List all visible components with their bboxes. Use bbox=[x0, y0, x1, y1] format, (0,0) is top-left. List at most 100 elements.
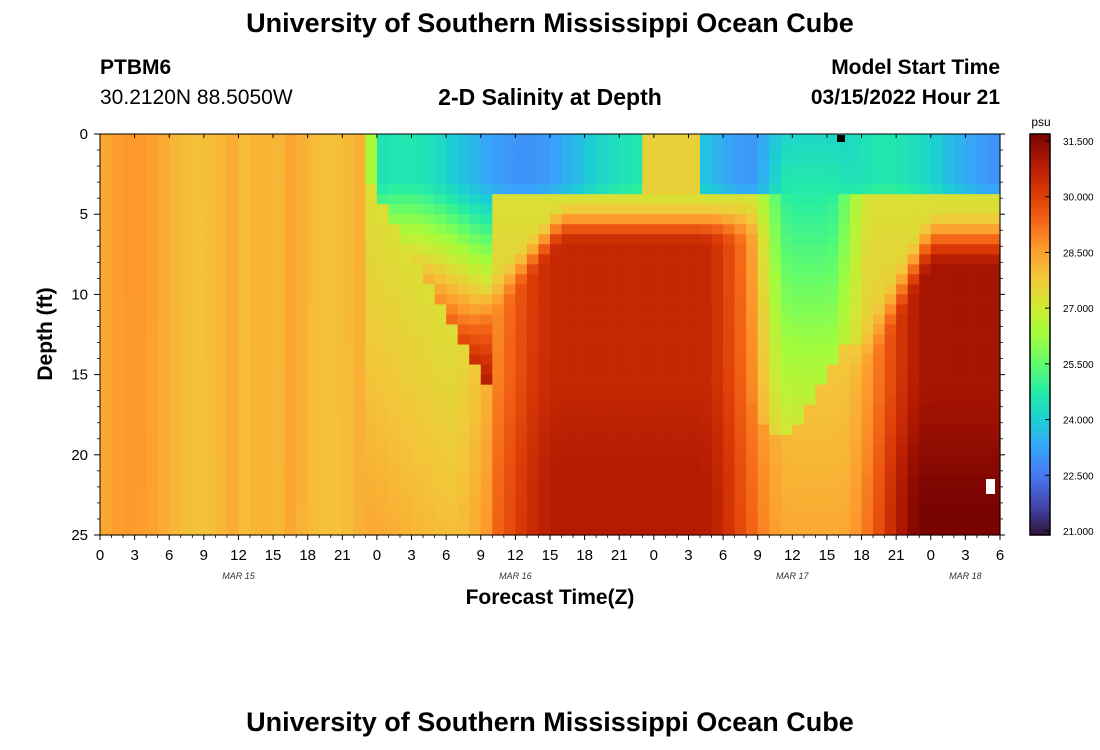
heatmap-cell bbox=[665, 154, 678, 165]
heatmap-cell bbox=[250, 524, 263, 536]
heatmap-cell bbox=[411, 134, 424, 145]
heatmap-cell bbox=[273, 234, 286, 245]
heatmap-cell bbox=[215, 284, 228, 295]
heatmap-cell bbox=[457, 474, 470, 486]
heatmap-cell bbox=[261, 154, 274, 165]
heatmap-cell bbox=[526, 264, 540, 275]
heatmap-cell bbox=[700, 484, 713, 496]
heatmap-cell bbox=[861, 134, 874, 145]
heatmap-cell bbox=[226, 334, 240, 346]
heatmap-cell bbox=[480, 444, 493, 456]
heatmap-cell bbox=[665, 394, 678, 406]
heatmap-cell bbox=[157, 514, 170, 526]
heatmap-cell bbox=[619, 194, 632, 205]
heatmap-cell bbox=[711, 524, 724, 536]
heatmap-cell bbox=[284, 494, 297, 506]
heatmap-cell bbox=[607, 354, 620, 366]
heatmap-cell bbox=[723, 414, 736, 426]
heatmap-cell bbox=[388, 234, 401, 245]
heatmap-cell bbox=[826, 234, 840, 245]
heatmap-cell bbox=[261, 474, 274, 486]
heatmap-cell bbox=[215, 474, 228, 486]
heatmap-cell bbox=[907, 154, 920, 165]
heatmap-cell bbox=[757, 344, 770, 356]
heatmap-cell bbox=[492, 414, 505, 426]
heatmap-cell bbox=[907, 274, 920, 285]
heatmap-cell bbox=[988, 134, 1001, 145]
heatmap-cell bbox=[976, 444, 990, 456]
heatmap-cell bbox=[146, 444, 159, 456]
heatmap-cell bbox=[850, 234, 863, 245]
heatmap-cell bbox=[642, 294, 655, 306]
heatmap-cell bbox=[653, 234, 666, 245]
heatmap-cell bbox=[284, 504, 297, 516]
heatmap-cell bbox=[665, 274, 678, 285]
heatmap-cell bbox=[250, 154, 263, 165]
heatmap-cell bbox=[134, 324, 147, 336]
heatmap-cell bbox=[988, 214, 1001, 225]
heatmap-cell bbox=[307, 244, 320, 255]
heatmap-cell bbox=[769, 144, 782, 155]
heatmap-cell bbox=[284, 524, 297, 536]
heatmap-cell bbox=[238, 314, 251, 326]
heatmap-cell bbox=[861, 344, 874, 356]
heatmap-cell bbox=[919, 474, 932, 486]
heatmap-cell bbox=[942, 474, 955, 486]
heatmap-cell bbox=[884, 214, 897, 225]
heatmap-cell bbox=[653, 524, 666, 536]
heatmap-cell bbox=[815, 184, 828, 195]
heatmap-cell bbox=[746, 274, 759, 285]
heatmap-cell bbox=[503, 344, 516, 356]
heatmap-cell bbox=[550, 304, 563, 316]
heatmap-cell bbox=[215, 204, 228, 215]
heatmap-cell bbox=[688, 464, 701, 476]
heatmap-cell bbox=[388, 264, 401, 275]
heatmap-cell bbox=[780, 504, 793, 516]
heatmap-cell bbox=[353, 224, 366, 235]
heatmap-cell bbox=[411, 514, 424, 526]
heatmap-cell bbox=[388, 394, 401, 406]
heatmap-cell bbox=[573, 264, 586, 275]
heatmap-cell bbox=[434, 444, 447, 456]
heatmap-cell bbox=[873, 284, 886, 295]
heatmap-cell bbox=[400, 504, 413, 516]
heatmap-cell bbox=[700, 224, 713, 235]
heatmap-cell bbox=[134, 144, 147, 155]
heatmap-cell bbox=[919, 384, 932, 396]
heatmap-cell bbox=[723, 454, 736, 466]
heatmap-cell bbox=[976, 294, 990, 306]
heatmap-cell bbox=[838, 254, 851, 265]
colorbar-tick-label: 30.000 bbox=[1063, 193, 1094, 204]
heatmap-cell bbox=[526, 324, 540, 336]
heatmap-cell bbox=[757, 284, 770, 295]
heatmap-cell bbox=[480, 344, 493, 356]
heatmap-cell bbox=[446, 354, 459, 366]
heatmap-cell bbox=[757, 474, 770, 486]
heatmap-cell bbox=[273, 164, 286, 175]
heatmap-cell bbox=[469, 384, 482, 396]
heatmap-cell bbox=[711, 454, 724, 466]
heatmap-cell bbox=[884, 384, 897, 396]
heatmap-cell bbox=[734, 304, 747, 316]
heatmap-cell bbox=[930, 174, 943, 185]
y-tick-label: 0 bbox=[80, 126, 88, 143]
heatmap-cell bbox=[100, 404, 113, 416]
heatmap-cell bbox=[665, 484, 678, 496]
heatmap-cell bbox=[861, 194, 874, 205]
heatmap-cell bbox=[330, 214, 343, 225]
colorbar-unit: psu bbox=[1031, 115, 1050, 129]
heatmap-cell bbox=[826, 274, 840, 285]
heatmap-cell bbox=[596, 334, 609, 346]
heatmap-cell bbox=[780, 234, 793, 245]
heatmap-cell bbox=[619, 424, 632, 436]
heatmap-cell bbox=[873, 254, 886, 265]
heatmap-cell bbox=[850, 334, 863, 346]
heatmap-cell bbox=[746, 444, 759, 456]
heatmap-cell bbox=[423, 464, 436, 476]
heatmap-cell bbox=[850, 254, 863, 265]
heatmap-cell bbox=[134, 494, 147, 506]
heatmap-cell bbox=[526, 174, 540, 185]
heatmap-cell bbox=[538, 464, 551, 476]
heatmap-cell bbox=[180, 304, 193, 316]
heatmap-cell bbox=[688, 504, 701, 516]
